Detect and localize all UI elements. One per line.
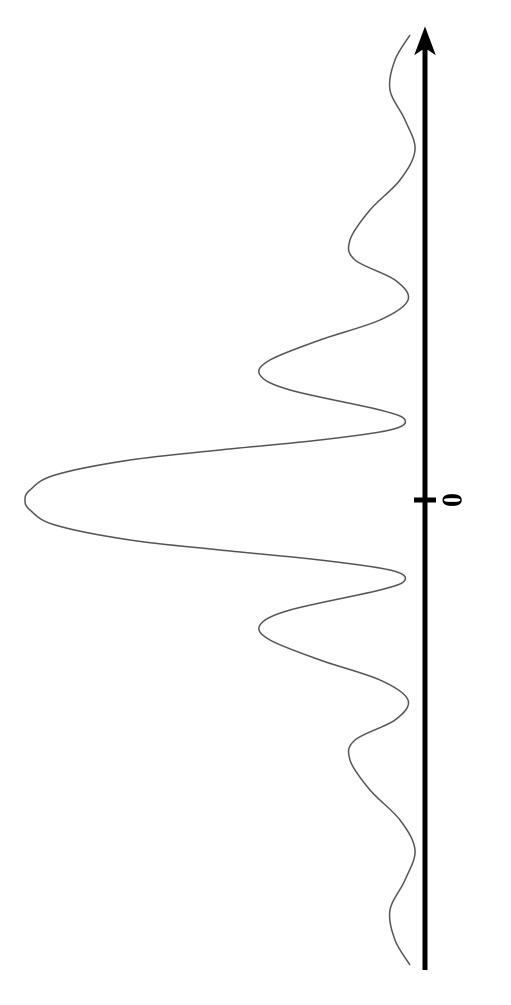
waveform-diagram: 0 <box>0 0 511 1000</box>
waveform-curve <box>25 35 415 965</box>
diagram-svg: 0 <box>0 0 511 1000</box>
origin-label: 0 <box>437 493 468 507</box>
